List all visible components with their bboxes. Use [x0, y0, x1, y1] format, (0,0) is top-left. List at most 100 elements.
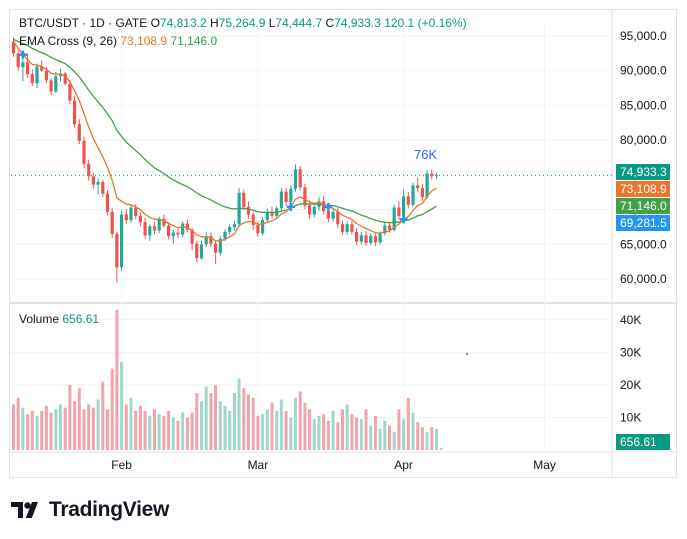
candle-body — [251, 214, 255, 225]
candle-body — [40, 66, 44, 71]
volume-bar — [345, 404, 349, 450]
volume-bar — [303, 402, 307, 450]
volume-bar — [270, 402, 274, 450]
candle-body — [331, 211, 335, 219]
ema-fast-value: 73,108.9 — [120, 34, 168, 48]
open-value: 74,813.2 — [159, 16, 207, 30]
candle-body — [124, 214, 128, 221]
candle-body — [204, 236, 208, 245]
volume-tick-label: 10K — [620, 410, 641, 424]
candle-body — [82, 140, 86, 164]
candle-body — [87, 163, 91, 177]
volume-bar — [115, 310, 119, 450]
close-value: 74,933.3 — [334, 16, 381, 30]
volume-bar — [298, 391, 302, 450]
candle-body — [279, 191, 283, 209]
volume-bar — [12, 404, 15, 450]
volume-bar — [110, 368, 114, 450]
change-value: 120.1 (+0.16%) — [384, 16, 467, 30]
tradingview-logo[interactable]: TradingView — [11, 497, 169, 523]
volume-bar — [129, 397, 133, 450]
volume-tick-label: 30K — [620, 345, 641, 359]
volume-bar — [44, 406, 48, 450]
volume-bar — [242, 388, 246, 450]
volume-bar — [91, 407, 95, 450]
candles — [11, 37, 439, 283]
volume-bar — [435, 428, 438, 450]
candle-body — [167, 225, 171, 237]
candle-body — [143, 222, 147, 236]
indicator-name: EMA Cross (9, 26) — [19, 34, 118, 48]
volume-bar — [21, 407, 25, 450]
volume-bar — [73, 401, 77, 450]
candle-body — [298, 169, 302, 188]
candle-body — [326, 211, 330, 219]
candle-body — [378, 233, 382, 243]
volume-bar — [284, 410, 288, 450]
candle-body — [181, 223, 185, 235]
candle-body — [58, 73, 63, 77]
candle-body — [68, 83, 72, 101]
price-tick-label: 95,000.0 — [620, 29, 667, 43]
candle-body — [256, 224, 260, 234]
candle-body — [30, 74, 34, 84]
candle-body — [312, 206, 316, 215]
tradingview-logo-icon — [11, 502, 38, 518]
candle-body — [152, 226, 157, 231]
volume-bar — [251, 397, 255, 450]
volume-label: Volume — [19, 312, 60, 326]
candle-body — [425, 173, 429, 198]
volume-bar — [106, 409, 109, 450]
candle-body — [293, 169, 298, 189]
price-tick-label: 65,000.0 — [620, 237, 667, 251]
volume-bar — [120, 362, 124, 450]
candle-body — [176, 232, 180, 235]
candle-body — [49, 80, 53, 92]
ema-fast-line — [12, 41, 437, 242]
low-label: L — [268, 16, 276, 30]
candle-body — [199, 244, 204, 259]
volume-bar — [59, 404, 62, 450]
volume-bar — [411, 412, 415, 450]
candle-body — [105, 193, 110, 212]
volume-bar — [218, 401, 222, 450]
candle-body — [308, 205, 312, 215]
ema-cross-marker — [18, 50, 27, 59]
volume-tick-label: 20K — [620, 378, 641, 392]
price-tick-label: 90,000.0 — [620, 64, 667, 78]
candle-body — [355, 231, 359, 242]
candle-body — [209, 236, 213, 244]
symbol-label: BTC/USDT · 1D · GATE — [19, 16, 148, 30]
volume-bar — [68, 384, 72, 450]
candle-body — [35, 66, 39, 84]
volume-bar — [261, 414, 265, 450]
candle-body — [434, 175, 439, 177]
volume-bar — [167, 410, 171, 450]
price-chart[interactable]: 95,000.090,000.085,000.080,000.075,000.0… — [0, 0, 687, 480]
low-value: 74,444.7 — [275, 16, 323, 30]
candle-body — [214, 243, 218, 253]
candle-body — [246, 206, 251, 215]
volume-tag: 656.61 — [616, 434, 670, 450]
volume-bar — [54, 409, 58, 450]
candle-body — [134, 207, 138, 216]
volume-bar — [153, 409, 156, 450]
volume-bar — [336, 422, 340, 450]
volume-bar — [176, 420, 180, 450]
candle-body — [345, 224, 349, 232]
volume-bar — [383, 420, 387, 450]
candle-body — [21, 62, 25, 68]
axis-labels: 95,000.090,000.085,000.080,000.075,000.0… — [111, 29, 667, 472]
volume-bars — [12, 310, 443, 450]
candle-body — [350, 224, 354, 232]
volume-legend[interactable]: Volume 656.61 — [19, 312, 99, 326]
candle-body — [411, 185, 415, 205]
indicator-legend[interactable]: EMA Cross (9, 26) 73,108.9 71,146.0 — [19, 34, 217, 48]
candle-body — [190, 229, 194, 244]
volume-bar — [124, 404, 128, 450]
volume-legend-value: 656.61 — [62, 312, 100, 326]
volume-bar — [247, 394, 250, 450]
volume-bar — [101, 381, 105, 450]
volume-bar — [190, 412, 194, 450]
volume-bar — [82, 409, 86, 450]
